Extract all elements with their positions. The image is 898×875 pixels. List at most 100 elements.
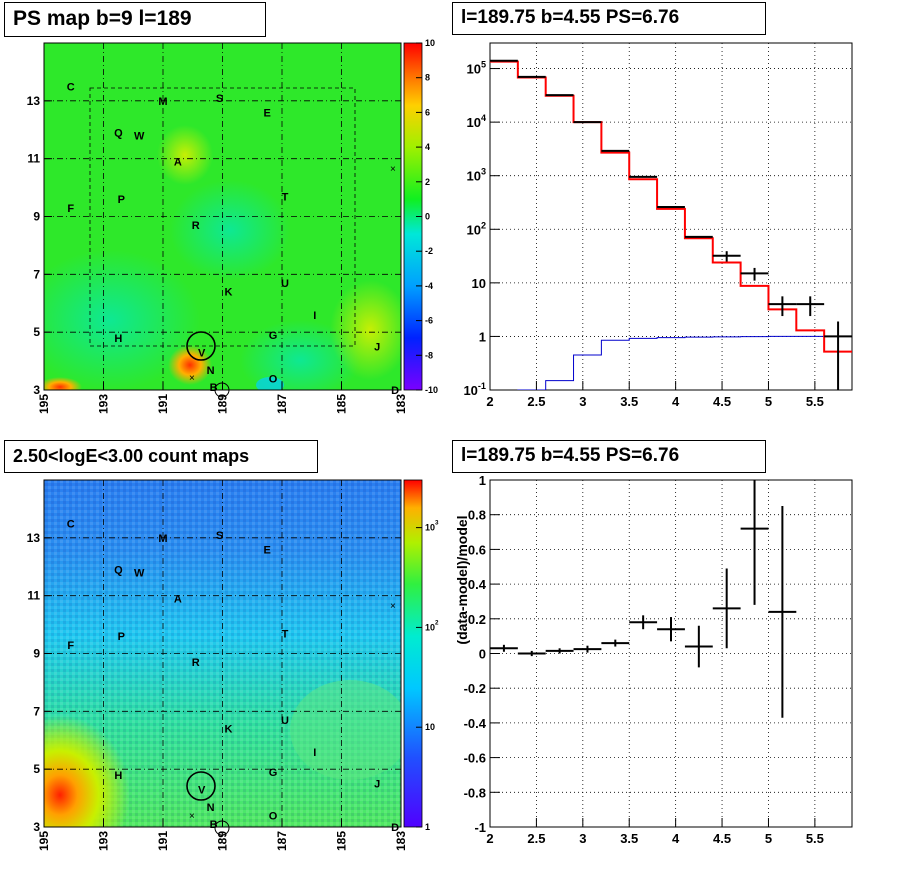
source-label: T — [282, 191, 289, 203]
source-label: T — [282, 628, 289, 640]
residual-axes: 2 2.5 3 3.5 4 4.5 5 5.5 -1 -0.8 -0.6 -0.4 -0.2 0 0.2 0.… — [464, 473, 824, 846]
x-tick-label: 183 — [394, 831, 408, 851]
y-tick-label: 5 — [33, 325, 40, 339]
colorbar-tick-label: 0 — [425, 212, 430, 222]
y-tick-label: 1 — [479, 329, 486, 344]
x-tick-label: 185 — [335, 394, 349, 414]
residual-y-axis-label: (data-model)/model — [454, 515, 470, 644]
count-map-source-labels: C M S E Q W A F P T R U K I H G J VN O B D — [67, 518, 399, 834]
y-tick-label: -0.2 — [464, 681, 486, 696]
target-circle-marker — [186, 771, 216, 801]
y-tick-label: 7 — [33, 704, 40, 718]
source-label: O — [269, 810, 278, 822]
y-tick-label: 10 — [472, 276, 486, 291]
y-tick-label: 9 — [33, 210, 40, 224]
ps-map-source-labels: C M S E Q W A F P T R U K I H G J VN O B D — [67, 81, 399, 397]
source-label: B — [210, 382, 218, 394]
spectrum-series — [490, 59, 852, 390]
source-label: Q — [114, 565, 123, 577]
source-label: U — [281, 715, 289, 727]
ps-colorbar-ticks: 10 8 6 4 2 0 -2 -4 -6 -8 -10 — [416, 38, 438, 395]
component-model-histogram — [517, 335, 852, 390]
x-tick-label: 2.5 — [527, 831, 545, 846]
cross-marker: × — [189, 811, 195, 822]
source-label: N — [207, 365, 215, 377]
colorbar-tick-label: 6 — [425, 107, 430, 117]
source-label: U — [281, 278, 289, 290]
count-map-image — [44, 480, 401, 827]
cross-marker: × — [390, 601, 396, 612]
x-tick-label: 2 — [486, 394, 493, 409]
x-tick-label: 2 — [486, 831, 493, 846]
y-tick-label: 102 — [466, 220, 486, 237]
source-label: I — [313, 747, 316, 759]
source-label: D — [391, 385, 399, 397]
source-label: H — [114, 333, 122, 345]
source-label: O — [269, 373, 278, 385]
x-tick-label: 187 — [275, 831, 289, 851]
spectrum-grid — [489, 43, 852, 391]
y-tick-label: 11 — [27, 152, 40, 166]
y-tick-label: 13 — [27, 531, 41, 545]
colorbar-tick-label: 4 — [425, 142, 430, 152]
x-tick-label: 5.5 — [806, 394, 824, 409]
ps-colorbar — [404, 43, 422, 390]
x-tick-label: 183 — [394, 394, 408, 414]
x-tick-label: 185 — [335, 831, 349, 851]
source-label: P — [118, 631, 125, 643]
colorbar-tick-label: 102 — [425, 619, 439, 632]
residual-panel: 2 2.5 3 3.5 4 4.5 5 5.5 -1 -0.8 -0.6 -0.4 -0.2 0 0.2 0.… — [454, 473, 853, 846]
y-tick-label: -0.6 — [464, 751, 486, 766]
colorbar-tick-label: -6 — [425, 316, 433, 326]
colorbar-tick-label: 1 — [425, 822, 430, 832]
x-tick-label: 4.5 — [713, 394, 731, 409]
x-tick-label: 2.5 — [527, 394, 545, 409]
y-tick-label: 11 — [27, 589, 40, 603]
source-label: W — [134, 131, 145, 143]
source-label: J — [374, 779, 380, 791]
count-map-panel: 195 193 191 189 187 185 183 3 5 7 9 11 13 C M S E Q W A F P T… — [27, 479, 439, 851]
colorbar-tick-label: 2 — [425, 177, 430, 187]
spectrum-axes: 2 2.5 3 3.5 4 4.5 5 5.5 10-1 1 10 102 103 104 105 — [463, 60, 823, 409]
source-label: P — [118, 194, 125, 206]
source-label: Q — [114, 128, 123, 140]
y-tick-label: 0.6 — [468, 542, 486, 557]
source-label: M — [158, 96, 167, 108]
spectrum-title: l=189.75 b=4.55 PS=6.76 — [452, 2, 766, 35]
x-tick-label: 4 — [672, 394, 680, 409]
source-label: R — [192, 220, 200, 232]
x-tick-label: 193 — [97, 831, 111, 851]
x-tick-label: 195 — [37, 394, 51, 414]
source-label: R — [192, 657, 200, 669]
residual-title: l=189.75 b=4.55 PS=6.76 — [452, 440, 766, 473]
count-map-title: 2.50<logE<3.00 count maps — [4, 440, 318, 473]
x-tick-label: 3 — [579, 394, 586, 409]
source-label: F — [67, 640, 74, 652]
colorbar-tick-label: -4 — [425, 281, 433, 291]
ps-map-panel: 195 193 191 189 187 185 183 3 5 7 9 11 13 C M S E Q W A F P T… — [27, 38, 438, 414]
source-label: E — [263, 544, 270, 556]
source-label: F — [67, 203, 74, 215]
x-tick-label: 4.5 — [713, 831, 731, 846]
source-label: C — [67, 81, 75, 93]
source-label: M — [158, 533, 167, 545]
source-label: G — [269, 767, 278, 779]
cross-marker: × — [390, 164, 396, 175]
source-label: I — [313, 310, 316, 322]
x-tick-label: 191 — [156, 831, 170, 851]
y-tick-label: 0.4 — [468, 577, 487, 592]
source-label: K — [224, 287, 232, 299]
x-tick-label: 5 — [765, 394, 772, 409]
count-colorbar — [404, 480, 422, 827]
source-circle-marker — [214, 820, 230, 836]
colorbar-tick-label: -10 — [425, 385, 438, 395]
x-tick-label: 189 — [216, 831, 230, 851]
y-tick-label: 0.2 — [468, 612, 486, 627]
x-tick-label: 189 — [216, 394, 230, 414]
count-map-axes: 195 193 191 189 187 185 183 3 5 7 9 11 13 — [27, 531, 408, 851]
colorbar-tick-label: 10 — [425, 722, 435, 732]
source-label: A — [174, 594, 182, 606]
y-tick-label: 13 — [27, 94, 41, 108]
x-tick-label: 3.5 — [620, 394, 638, 409]
source-label: K — [224, 724, 232, 736]
